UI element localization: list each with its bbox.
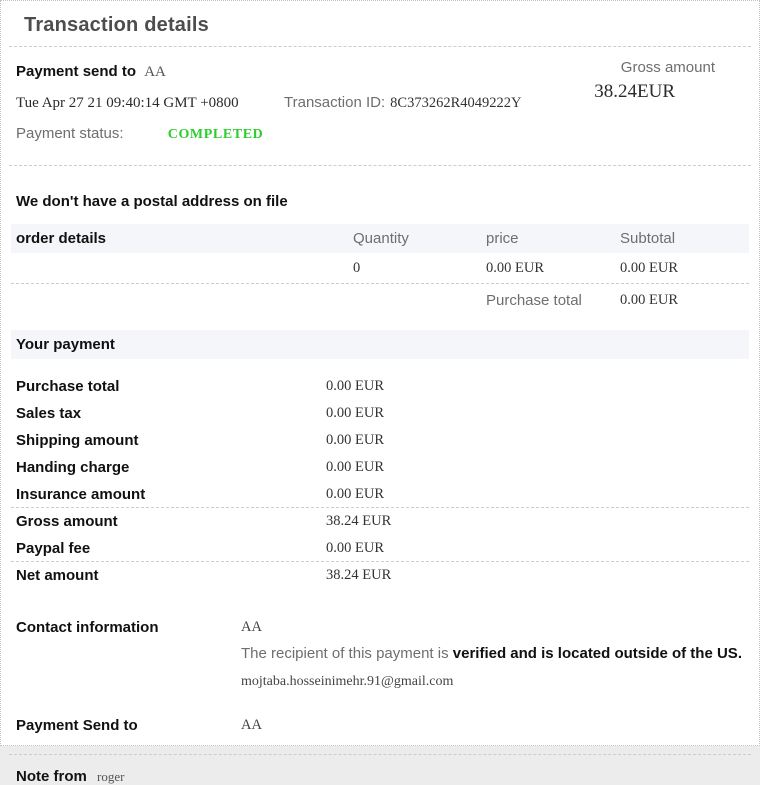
price-cell: 0.00 EUR: [486, 259, 544, 276]
subtotal-header: Subtotal: [620, 230, 676, 247]
purchase-total-value: 0.00 EUR: [620, 292, 678, 308]
page-title: Transaction details: [24, 14, 209, 36]
note-from-label: Note from: [16, 768, 87, 785]
transaction-line: Tue Apr 27 21 09:40:14 GMT +0800 Transac…: [16, 94, 744, 112]
transaction-id-value: 8C373262R4049222Y: [390, 95, 522, 111]
order-details-table: order details Quantity price Subtotal 0 …: [1, 224, 759, 317]
subtotal-cell: 0.00 EUR: [620, 259, 678, 276]
gross-amount-value: 38.24EUR: [594, 81, 675, 102]
payment-row-sales-tax: Sales tax 0.00 EUR: [16, 405, 384, 422]
payment-send-to-line: Payment send to AA: [16, 63, 744, 81]
recipient-verification-row: The recipient of this payment is verifie…: [16, 645, 744, 662]
recipient-email: mojtaba.hosseinimehr.91@gmail.com: [241, 674, 454, 689]
quantity-header: Quantity: [353, 230, 409, 247]
payment-send-to-row: Payment Send to AA: [16, 717, 744, 734]
recipient-verification-prefix: The recipient of this payment is: [241, 645, 453, 662]
payment-status-line: Payment status: COMPLETED: [16, 125, 744, 143]
contact-information-section: Contact information AA The recipient of …: [1, 589, 759, 734]
postal-address-notice: We don't have a postal address on file: [16, 193, 288, 210]
your-payment-header: Your payment: [11, 330, 749, 359]
payment-send-to-label: Payment send to: [16, 63, 137, 80]
contact-information-label: Contact information: [16, 619, 159, 636]
transaction-id-label: Transaction ID:: [284, 94, 386, 111]
purchase-total-label: Purchase total: [486, 292, 582, 309]
order-details-header: order details: [16, 230, 107, 247]
contact-information-row: Contact information AA: [16, 619, 744, 636]
order-table-row: 0 0.00 EUR 0.00 EUR: [11, 253, 749, 284]
payment-row-paypal-fee: Paypal fee 0.00 EUR: [11, 535, 749, 562]
payment-row-insurance-amount: Insurance amount 0.00 EUR: [11, 481, 749, 508]
purchase-total-row: Purchase total 0.00 EUR: [11, 284, 749, 317]
gross-amount-label: Gross amount: [620, 59, 715, 76]
payment-row-gross-amount: Gross amount 38.24 EUR: [16, 513, 392, 530]
price-header: price: [486, 230, 519, 247]
payment-row-net-amount: Net amount 38.24 EUR: [16, 567, 392, 584]
payment-send-to-bottom-label: Payment Send to: [16, 717, 138, 734]
contact-name: AA: [241, 619, 262, 635]
payment-status-badge: COMPLETED: [167, 127, 264, 142]
order-table-header-row: order details Quantity price Subtotal: [11, 224, 749, 253]
payment-row-shipping-amount: Shipping amount 0.00 EUR: [16, 432, 384, 449]
payment-summary: Payment send to AA Gross amount 38.24EUR…: [9, 47, 751, 166]
recipient-verification-status: verified and is located outside of the U…: [452, 645, 742, 662]
transaction-date: Tue Apr 27 21 09:40:14 GMT +0800: [16, 95, 239, 111]
payment-send-to-value: AA: [144, 64, 166, 80]
note-section: Note from roger: [9, 754, 751, 785]
payment-breakdown-list: Purchase total 0.00 EUR Sales tax 0.00 E…: [1, 359, 759, 589]
page-header: Transaction details: [9, 1, 751, 47]
payment-row-purchase-total: Purchase total 0.00 EUR: [16, 378, 384, 395]
payment-row-handing-charge: Handing charge 0.00 EUR: [16, 459, 384, 476]
payment-send-to-bottom-value: AA: [241, 717, 262, 733]
payment-status-label: Payment status:: [16, 125, 124, 142]
quantity-cell: 0: [353, 259, 361, 276]
note-from-value: roger: [97, 769, 125, 784]
recipient-email-row: mojtaba.hosseinimehr.91@gmail.com: [16, 674, 744, 690]
